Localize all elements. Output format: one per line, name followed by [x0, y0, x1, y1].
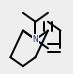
Text: N: N	[33, 35, 38, 44]
